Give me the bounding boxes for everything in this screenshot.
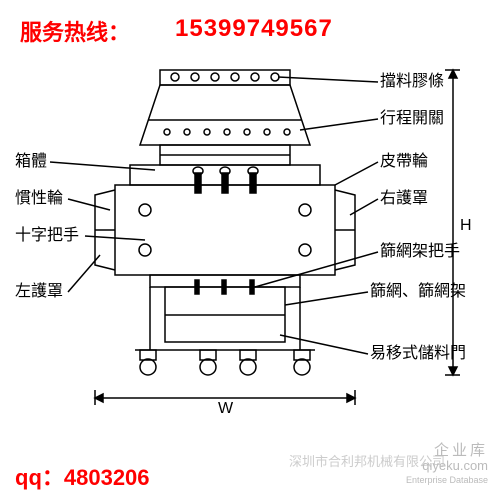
dim-h: H	[460, 217, 472, 234]
watermark-en: qiyeku.com	[406, 458, 488, 473]
diagram-container: 箱體 慣性輪 十字把手 左護罩 擋料膠條 行程開關 皮帶輪 右護罩 篩網架把手 …	[0, 55, 500, 455]
dim-w: W	[218, 400, 234, 417]
watermark: 企业库 qiyeku.com Enterprise Database	[406, 443, 488, 488]
hotline-label: 服务热线：	[20, 15, 130, 47]
hotline-phone: 15399749567	[175, 15, 333, 43]
watermark-zh: 企业库	[406, 443, 488, 458]
watermark-sub: Enterprise Database	[406, 473, 488, 488]
machine-diagram: W H	[0, 55, 500, 455]
footer-qq: qq：4803206	[15, 460, 150, 492]
